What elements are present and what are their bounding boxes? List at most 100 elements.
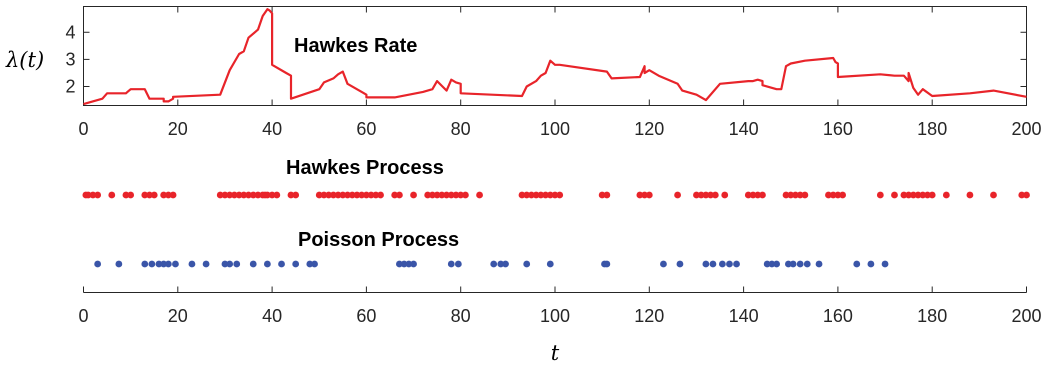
poisson-event-point — [867, 260, 875, 268]
bottom-x-tick-label: 160 — [823, 306, 853, 326]
hawkes-event-point — [966, 191, 974, 199]
rate-axes-box — [83, 6, 1027, 106]
poisson-event-point — [202, 260, 210, 268]
hawkes-event-point — [89, 191, 97, 199]
hawkes-event-point — [160, 191, 168, 199]
hawkes-event-point — [334, 191, 342, 199]
poisson-event-point — [803, 260, 811, 268]
hawkes-event-point — [876, 191, 884, 199]
poisson-event-point — [773, 260, 781, 268]
hawkes-event-point — [268, 191, 276, 199]
poisson-event-point — [881, 260, 889, 268]
hawkes-event-point — [707, 191, 714, 199]
rate-x-tick-label: 60 — [356, 119, 376, 139]
bottom-x-tick-label: 200 — [1011, 306, 1041, 326]
poisson-event-point — [141, 260, 149, 268]
rate-x-tick-label: 20 — [168, 119, 188, 139]
hawkes-event-point — [447, 191, 455, 199]
poisson-event-point — [718, 260, 726, 268]
hawkes-event-point — [363, 191, 370, 199]
hawkes-event-point — [518, 191, 526, 199]
poisson-event-point — [796, 260, 804, 268]
hawkes-event-point — [697, 191, 705, 199]
hawkes-event-point — [1023, 191, 1030, 199]
hawkes-event-point — [834, 191, 842, 199]
hawkes-event-point — [396, 191, 403, 199]
rate-x-tick-label: 120 — [634, 119, 664, 139]
hawkes-event-point — [443, 191, 450, 199]
hawkes-event-point — [377, 191, 384, 199]
poisson-event-point — [603, 260, 611, 268]
hawkes-event-point — [216, 191, 224, 199]
hawkes-event-point — [693, 191, 700, 199]
hawkes-event-point — [905, 191, 913, 199]
hawkes-event-point — [787, 191, 795, 199]
hawkes-event-point — [367, 191, 375, 199]
hawkes-event-point — [372, 191, 380, 199]
poisson-events — [94, 260, 889, 268]
bottom-x-tick-label: 180 — [917, 306, 947, 326]
poisson-event-point — [233, 260, 241, 268]
poisson-event-point — [115, 260, 123, 268]
poisson-event-point — [702, 260, 710, 268]
bottom-x-axis-label: t — [551, 341, 560, 365]
bottom-x-tick-label: 80 — [451, 306, 471, 326]
poisson-process-panel: Poisson Process 0 20 40 60 80 100 120 140 160 180… — [78, 229, 1041, 365]
hawkes-event-point — [636, 191, 644, 199]
poisson-event-point — [278, 260, 285, 268]
poisson-event-point — [396, 260, 403, 268]
hawkes-event-point — [164, 191, 172, 199]
poisson-event-point — [784, 260, 792, 268]
hawkes-process-panel: Hawkes Process — [82, 157, 1030, 199]
hawkes-event-point — [424, 191, 432, 199]
hawkes-event-point — [523, 191, 531, 199]
rate-y-tick-label: 2 — [65, 77, 75, 97]
hawkes-event-point — [542, 191, 549, 199]
poisson-event-point — [164, 260, 172, 268]
rate-x-tick-label: 140 — [729, 119, 759, 139]
poisson-event-point — [292, 260, 300, 268]
poisson-event-point — [306, 260, 314, 268]
rate-x-tick-label: 80 — [451, 119, 471, 139]
hawkes-event-point — [990, 191, 997, 199]
poisson-event-point — [733, 260, 740, 268]
poisson-event-point — [853, 260, 861, 268]
hawkes-event-point — [721, 191, 729, 199]
hawkes-event-point — [150, 191, 158, 199]
hawkes-event-point — [169, 191, 177, 199]
poisson-event-point — [148, 260, 156, 268]
poisson-process-title: Poisson Process — [298, 229, 459, 251]
rate-y-tick-label: 3 — [65, 49, 75, 69]
poisson-event-point — [221, 260, 229, 268]
hawkes-event-point — [226, 191, 234, 199]
hawkes-event-point — [254, 191, 262, 199]
poisson-event-point — [172, 260, 179, 268]
hawkes-event-point — [928, 191, 936, 199]
poisson-event-point — [789, 260, 797, 268]
poisson-event-point — [502, 260, 509, 268]
hawkes-event-point — [528, 191, 535, 199]
bottom-x-tick-label: 0 — [78, 306, 88, 326]
poisson-event-point — [226, 260, 234, 268]
hawkes-event-point — [900, 191, 908, 199]
hawkes-event-point — [339, 191, 347, 199]
hawkes-event-point — [320, 191, 328, 199]
hawkes-event-point — [782, 191, 790, 199]
hawkes-event-point — [603, 191, 611, 199]
poisson-event-point — [676, 260, 684, 268]
hawkes-event-point — [476, 191, 483, 199]
hawkes-event-point — [391, 191, 399, 199]
bottom-x-tick-label: 100 — [540, 306, 570, 326]
hawkes-event-point — [452, 191, 460, 199]
hawkes-event-point — [645, 191, 653, 199]
hawkes-event-point — [924, 191, 931, 199]
hawkes-event-point — [292, 191, 300, 199]
hawkes-events — [82, 191, 1030, 199]
rate-y-axis-label: λ(t) — [5, 48, 44, 72]
hawkes-event-point — [744, 191, 752, 199]
hawkes-event-point — [235, 191, 243, 199]
hawkes-event-point — [457, 191, 465, 199]
hawkes-event-point — [546, 191, 554, 199]
hawkes-event-point — [249, 191, 257, 199]
hawkes-event-point — [942, 191, 950, 199]
